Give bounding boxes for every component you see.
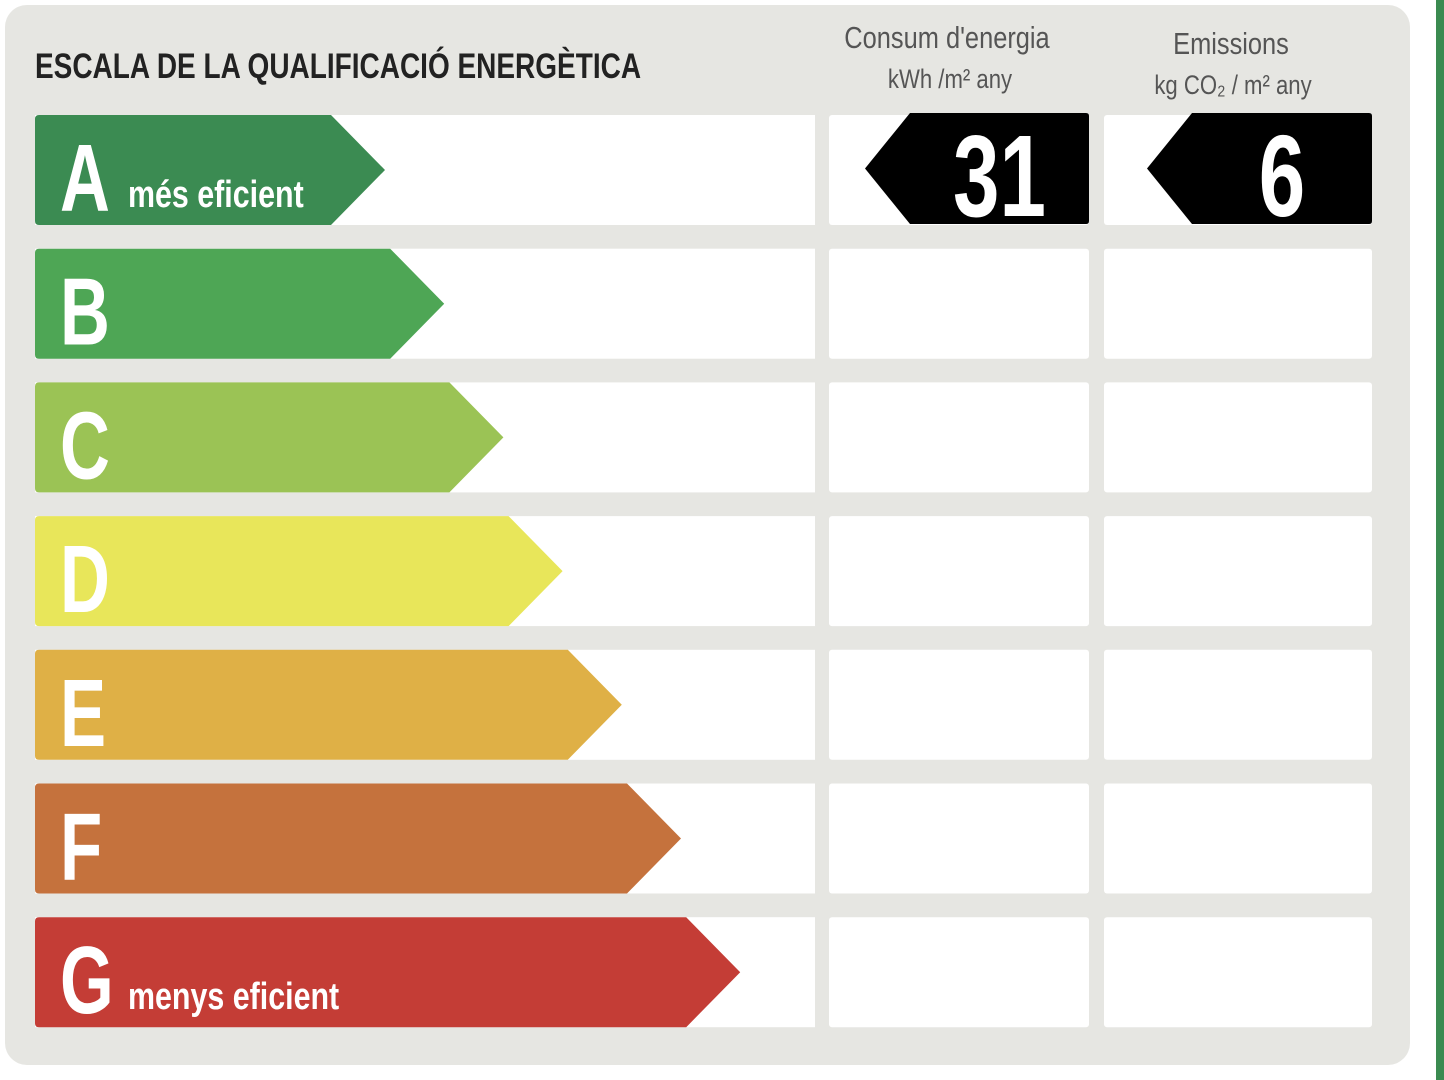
rating-arrow <box>35 917 741 1028</box>
rating-letter: A <box>60 124 110 232</box>
consumption-cell <box>829 516 1089 627</box>
rating-letter: C <box>60 391 110 499</box>
column-unit: kg CO₂ / m² any <box>1154 71 1312 101</box>
emissions-cell <box>1104 248 1372 359</box>
rating-letter: G <box>60 926 114 1034</box>
consumption-marker <box>865 113 1089 224</box>
rating-letter: D <box>60 525 110 633</box>
emissions-cell <box>1104 649 1372 760</box>
rating-letter: F <box>60 792 102 900</box>
consumption-cell <box>829 649 1089 760</box>
column-heading: Consum d'energia <box>844 21 1050 56</box>
column-heading: Emissions <box>1173 27 1289 62</box>
emissions-value: 6 <box>1259 113 1305 242</box>
consumption-cell <box>829 382 1089 493</box>
rating-arrow <box>35 649 622 760</box>
border-stripe <box>1436 0 1444 1080</box>
consumption-value: 31 <box>953 113 1046 242</box>
rating-arrow <box>35 382 504 493</box>
column-unit: kWh /m² any <box>888 65 1013 95</box>
emissions-cell <box>1104 917 1372 1028</box>
title: ESCALA DE LA QUALIFICACIÓ ENERGÈTICA <box>35 46 641 86</box>
rating-arrow <box>35 516 563 627</box>
consumption-cell <box>829 783 1089 894</box>
rating-arrow <box>35 115 385 225</box>
consumption-cell <box>829 917 1089 1028</box>
rating-arrow <box>35 783 681 894</box>
emissions-cell <box>1104 783 1372 894</box>
consumption-cell <box>829 248 1089 359</box>
emissions-marker <box>1147 113 1372 224</box>
rating-arrow <box>35 248 445 359</box>
rating-label: més eficient <box>128 174 304 216</box>
rating-letter: B <box>60 257 110 365</box>
emissions-cell <box>1104 382 1372 493</box>
rating-label: menys eficient <box>128 976 340 1018</box>
rating-letter: E <box>60 659 106 767</box>
emissions-cell <box>1104 516 1372 627</box>
